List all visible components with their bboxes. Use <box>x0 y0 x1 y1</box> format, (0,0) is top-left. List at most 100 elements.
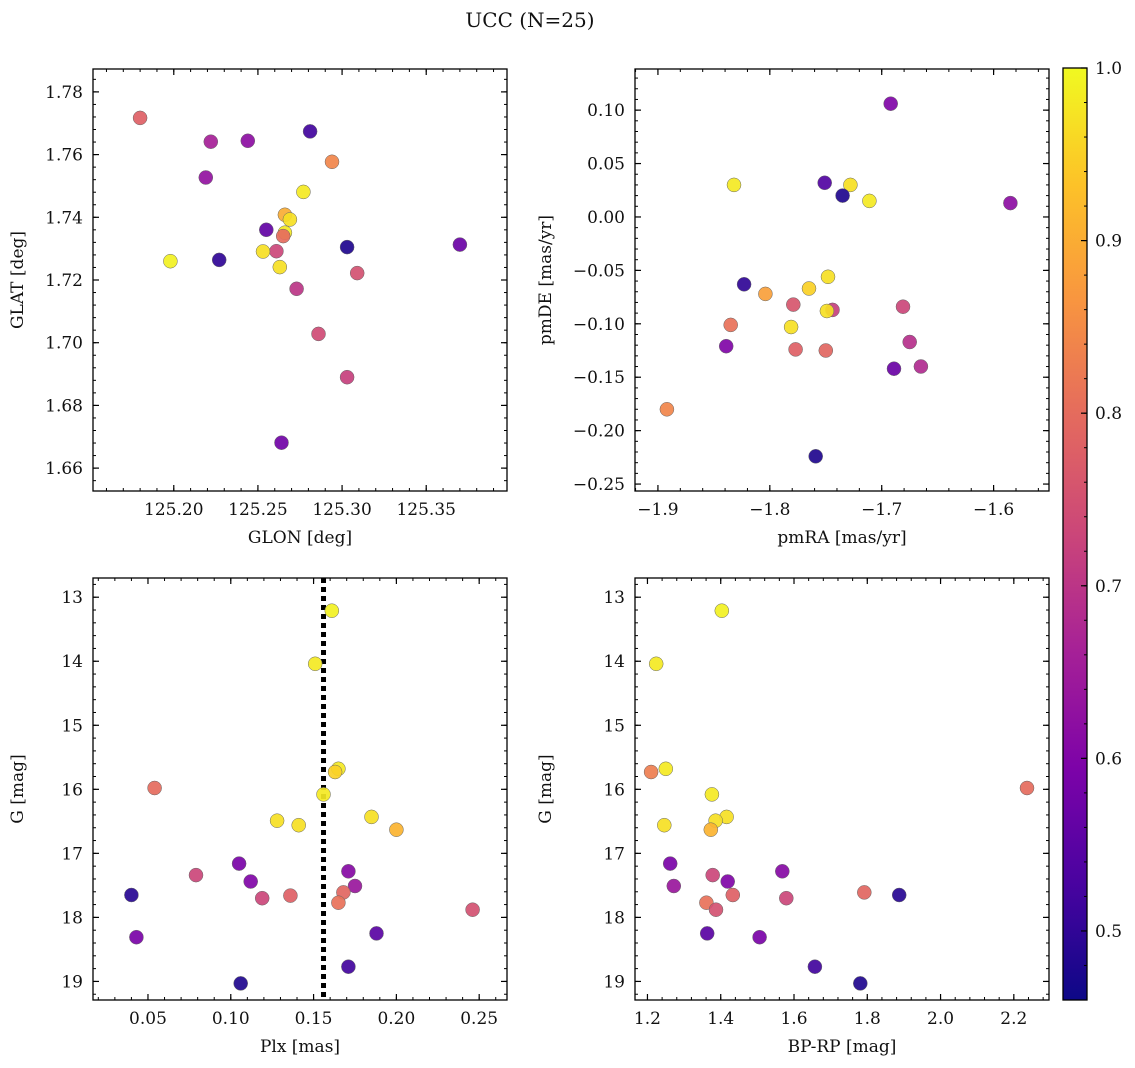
y-tick-label: 0.00 <box>587 208 625 228</box>
scatter-point <box>240 133 256 149</box>
scatter-point <box>820 269 836 285</box>
x-tick-label: 2.2 <box>1000 1009 1027 1029</box>
scatter-point <box>708 902 724 917</box>
colorbar-tick-label: 0.8 <box>1095 404 1122 424</box>
scatter-point <box>736 277 752 292</box>
colorbar-gradient <box>1063 68 1087 1000</box>
scatter-point <box>643 764 659 780</box>
y-tick-label: 19 <box>603 972 625 992</box>
x-tick-label: −1.9 <box>637 500 678 520</box>
scatter-point <box>324 154 340 170</box>
x-tick-label: 1.6 <box>780 1009 807 1029</box>
x-tick-label: −1.8 <box>749 500 790 520</box>
scatter-point <box>895 299 911 314</box>
scatter-point <box>296 184 311 200</box>
y-tick-label: 1.76 <box>45 146 83 166</box>
y-axis-label: G [mag] <box>536 754 556 823</box>
y-tick-label: 1.70 <box>45 334 83 354</box>
y-axis-label: pmDE [mas/yr] <box>536 215 556 345</box>
scatter-point <box>341 864 356 879</box>
axes-frame <box>634 68 1050 492</box>
y-tick-label: 0.10 <box>587 101 625 121</box>
scatter-point <box>801 281 817 296</box>
scatter-point <box>311 326 326 342</box>
scatter-point <box>725 887 741 903</box>
panel-plx-g: 0.05 0.10 0.15 0.20 0.25 13 14 15 16 17 18 19 Plx [m… <box>8 577 508 1057</box>
scatter-point <box>718 338 734 354</box>
scatter-point <box>788 342 803 357</box>
scatter-point <box>452 237 468 252</box>
x-tick-label: 0.05 <box>129 1009 167 1029</box>
figure-title: UCC (N=25) <box>465 8 594 32</box>
scatter-point <box>817 175 832 191</box>
scatter-point <box>886 361 902 376</box>
y-tick-label: 15 <box>603 716 625 736</box>
x-tick-label: 1.2 <box>634 1009 661 1029</box>
x-tick-label: 0.20 <box>377 1009 415 1029</box>
scatter-point <box>198 170 214 185</box>
y-tick-label: 1.72 <box>45 271 83 291</box>
x-axis-label: pmRA [mas/yr] <box>777 528 906 548</box>
scatter-point <box>699 926 715 941</box>
y-tick-label: 1.66 <box>45 459 83 479</box>
axes-frame <box>92 68 508 492</box>
y-tick-label: −0.15 <box>573 368 625 388</box>
panel-bprp-g: 1.2 1.4 1.6 1.8 2.0 2.2 13 14 15 16 17 18 19 BP-RP [m… <box>536 577 1050 1057</box>
y-axis-label: G [mag] <box>8 754 28 823</box>
x-axis-label: BP-RP [mag] <box>788 1037 897 1057</box>
scatter-point <box>211 252 227 268</box>
scatter-point <box>259 222 274 238</box>
scatter-point <box>843 177 858 193</box>
scatter-point <box>339 239 355 255</box>
scatter-point <box>269 813 285 828</box>
scatter-point <box>233 976 248 991</box>
colorbar-frame <box>1062 67 1088 1001</box>
scatter-point <box>269 243 284 259</box>
y-tick-label: 1.78 <box>45 83 83 103</box>
scatter-point <box>243 874 258 889</box>
y-tick-label: 14 <box>61 652 83 672</box>
y-tick-label: 17 <box>603 844 625 864</box>
scatter-point <box>891 887 907 903</box>
scatter-point <box>275 228 291 244</box>
scatter-point <box>339 369 355 385</box>
y-tick-label: 14 <box>603 652 625 672</box>
x-tick-label: 0.25 <box>460 1009 498 1029</box>
scatter-point <box>291 817 306 833</box>
y-tick-label: 0.05 <box>587 155 625 175</box>
scatter-point <box>657 817 672 833</box>
y-tick-label: 13 <box>603 588 625 608</box>
x-tick-label: 1.8 <box>854 1009 881 1029</box>
y-tick-label: 17 <box>61 844 83 864</box>
y-tick-label: 16 <box>603 780 625 800</box>
x-axis-label: Plx [mas] <box>260 1037 340 1057</box>
scatter-point <box>272 259 288 275</box>
scatter-point <box>347 878 363 894</box>
scatter-point <box>902 334 917 350</box>
scatter-point <box>163 253 178 269</box>
scatter-point <box>658 761 674 777</box>
scatter-point <box>779 890 794 906</box>
y-tick-label: 18 <box>603 908 625 928</box>
scatter-point <box>818 343 834 358</box>
y-tick-label: 1.74 <box>45 208 83 228</box>
scatter-point <box>231 856 247 871</box>
scatter-point <box>203 134 219 149</box>
scatter-point <box>1003 195 1018 211</box>
scatter-point <box>302 124 318 139</box>
scatter-point <box>659 402 675 417</box>
scatter-point <box>775 864 790 879</box>
scatter-point <box>758 286 773 302</box>
colorbar: 0.5 0.6 0.7 0.8 0.9 1.0 <box>1062 59 1122 1001</box>
scatter-point <box>389 822 404 837</box>
scatter-point <box>704 787 720 802</box>
scatter-point <box>666 878 682 894</box>
x-tick-label: 125.30 <box>312 500 371 520</box>
colorbar-tick-label: 0.5 <box>1095 922 1122 942</box>
scatter-point <box>465 902 480 917</box>
x-tick-label: −1.7 <box>861 500 902 520</box>
y-tick-label: −0.05 <box>573 261 625 281</box>
colorbar-tick-label: 0.7 <box>1095 577 1122 597</box>
scatter-point <box>835 188 850 203</box>
